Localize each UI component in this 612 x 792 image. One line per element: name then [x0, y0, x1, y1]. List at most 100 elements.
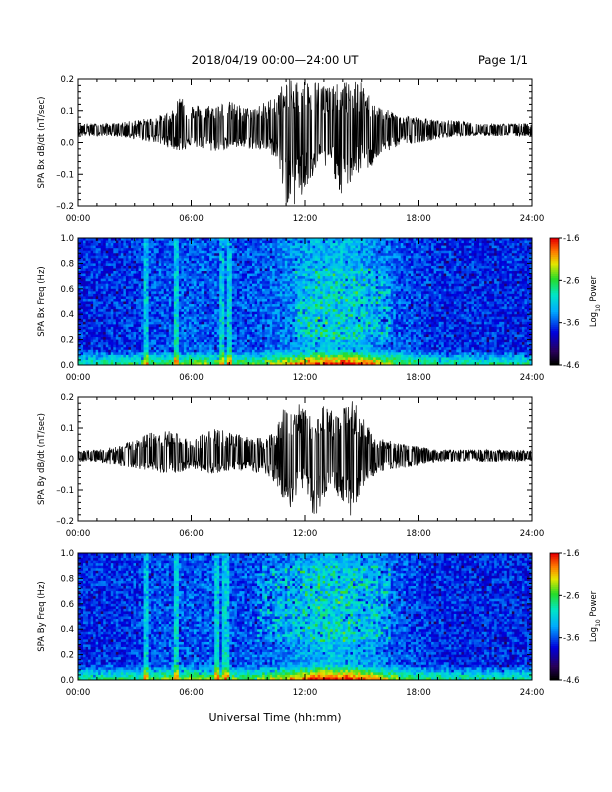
spectrogram-cell — [118, 289, 121, 292]
spectrogram-cell — [250, 347, 253, 350]
spectrogram-cell — [149, 327, 152, 330]
spectrogram-cell — [204, 258, 207, 261]
spectrogram-cell — [265, 271, 268, 274]
spectrogram-cell — [121, 276, 124, 279]
spectrogram-cell — [207, 284, 210, 287]
spectrogram-cell — [295, 253, 298, 256]
spectrogram-cell — [156, 241, 159, 244]
spectrogram-cell — [302, 253, 305, 256]
spectrogram-cell — [224, 360, 227, 363]
spectrogram-cell — [287, 281, 290, 284]
spectrogram-cell — [297, 324, 300, 327]
spectrogram-cell — [184, 355, 187, 358]
spectrogram-cell — [166, 268, 169, 271]
spectrogram-cell — [111, 263, 114, 266]
spectrogram-cell — [164, 304, 167, 307]
spectrogram-cell — [224, 241, 227, 244]
spectrogram-cell — [207, 251, 210, 254]
spectrogram-cell — [159, 309, 162, 312]
spectrogram-cell — [131, 355, 134, 358]
spectrogram-cell — [169, 281, 172, 284]
spectrogram-cell — [250, 307, 253, 310]
spectrogram-cell — [285, 253, 288, 256]
spectrogram-cell — [222, 324, 225, 327]
spectrogram-cell — [161, 284, 164, 287]
spectrogram-cell — [285, 256, 288, 259]
spectrogram-cell — [106, 241, 109, 244]
spectrogram-cell — [255, 304, 258, 307]
spectrogram-cell — [181, 276, 184, 279]
spectrogram-cell — [297, 355, 300, 358]
spectrogram-cell — [295, 248, 298, 251]
spectrogram-cell — [192, 314, 195, 317]
spectrogram-cell — [103, 284, 106, 287]
spectrogram-cell — [209, 347, 212, 350]
spectrogram-cell — [242, 251, 245, 254]
spectrogram-cell — [308, 317, 311, 320]
spectrogram-cell — [222, 284, 225, 287]
spectrogram-cell — [255, 266, 258, 269]
spectrogram-cell — [116, 355, 119, 358]
spectrogram-cell — [149, 322, 152, 325]
spectrogram-cell — [111, 246, 114, 249]
spectrogram-cell — [204, 335, 207, 338]
spectrogram-cell — [113, 284, 116, 287]
spectrogram-cell — [305, 335, 308, 338]
spectrogram-cell — [166, 251, 169, 254]
spectrogram-cell — [277, 324, 280, 327]
spectrogram-cell — [184, 329, 187, 332]
spectrogram-cell — [128, 322, 131, 325]
spectrogram-cell — [280, 317, 283, 320]
spectrogram-cell — [222, 291, 225, 294]
x-tick-label: 06:00 — [179, 214, 204, 224]
spectrogram-cell — [96, 324, 99, 327]
spectrogram-cell — [262, 284, 265, 287]
spectrogram-cell — [169, 291, 172, 294]
spectrogram-cell — [234, 279, 237, 282]
spectrogram-cell — [237, 274, 240, 277]
spectrogram-cell — [169, 357, 172, 360]
spectrogram-cell — [272, 284, 275, 287]
spectrogram-cell — [300, 246, 303, 249]
spectrogram-cell — [171, 304, 174, 307]
spectrogram-cell — [297, 307, 300, 310]
spectrogram-cell — [237, 322, 240, 325]
spectrogram-cell — [194, 340, 197, 343]
spectrogram-cell — [282, 309, 285, 312]
spectrogram-cell — [323, 327, 326, 330]
spectrogram-cell — [181, 304, 184, 307]
spectrogram-cell — [297, 261, 300, 264]
spectrogram-cell — [320, 329, 323, 332]
spectrogram-cell — [318, 296, 321, 299]
spectrogram-cell — [255, 322, 258, 325]
spectrogram-cell — [93, 268, 96, 271]
spectrogram-cell — [174, 253, 177, 256]
spectrogram-cell — [300, 286, 303, 289]
spectrogram-cell — [116, 329, 119, 332]
spectrogram-cell — [237, 253, 240, 256]
spectrogram-cell — [151, 327, 154, 330]
spectrogram-cell — [128, 271, 131, 274]
spectrogram-cell — [131, 357, 134, 360]
spectrogram-cell — [217, 327, 220, 330]
spectrogram-cell — [297, 299, 300, 302]
spectrogram-cell — [219, 279, 222, 282]
spectrogram-cell — [237, 307, 240, 310]
spectrogram-cell — [302, 274, 305, 277]
spectrogram-cell — [244, 350, 247, 353]
spectrogram-cell — [151, 263, 154, 266]
spectrogram-cell — [242, 296, 245, 299]
spectrogram-cell — [181, 347, 184, 350]
spectrogram-cell — [305, 327, 308, 330]
spectrogram-cell — [181, 335, 184, 338]
spectrogram-cell — [282, 332, 285, 335]
spectrogram-cell — [229, 319, 232, 322]
spectrogram-cell — [212, 350, 215, 353]
spectrogram-cell — [192, 286, 195, 289]
spectrogram-cell — [98, 347, 101, 350]
spectrogram-cell — [214, 307, 217, 310]
spectrogram-cell — [93, 332, 96, 335]
spectrogram-cell — [116, 352, 119, 355]
spectrogram-cell — [156, 347, 159, 350]
spectrogram-cell — [229, 309, 232, 312]
